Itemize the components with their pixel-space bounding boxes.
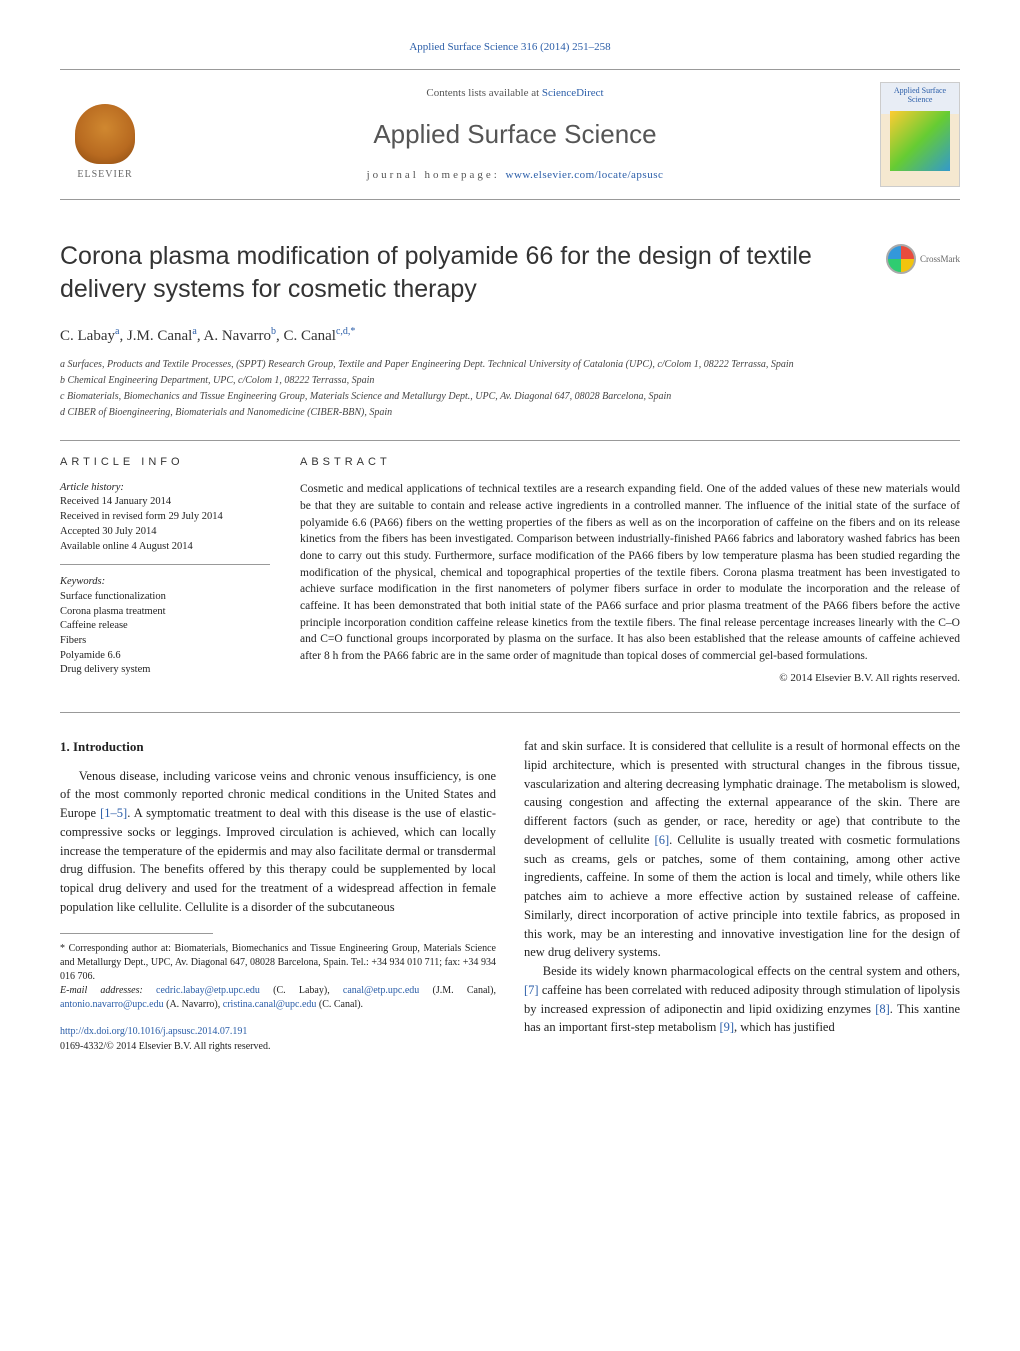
citation-link[interactable]: [8] [875,1002,890,1016]
citation-link[interactable]: [6] [655,833,670,847]
affiliation-line: b Chemical Engineering Department, UPC, … [60,373,960,388]
author: C. Labay [60,328,115,344]
cover-thumbnail-icon [890,111,950,171]
keyword-item: Polyamide 6.6 [60,649,270,664]
author-affiliation-marker: c,d,* [336,326,355,337]
section-number: 1. [60,739,70,754]
affiliation-line: a Surfaces, Products and Textile Process… [60,357,960,372]
section-title: Introduction [73,739,144,754]
author: A. Navarro [204,328,271,344]
abstract-copyright: © 2014 Elsevier B.V. All rights reserved… [300,671,960,687]
keyword-item: Drug delivery system [60,663,270,678]
body-text: fat and skin surface. It is considered t… [524,739,960,847]
sciencedirect-link[interactable]: ScienceDirect [542,87,604,99]
crossmark-badge[interactable]: CrossMark [886,244,960,274]
history-item: Available online 4 August 2014 [60,540,270,555]
doi-block: http://dx.doi.org/10.1016/j.apsusc.2014.… [60,1024,496,1054]
affiliation-line: c Biomaterials, Biomechanics and Tissue … [60,389,960,404]
email-label: E-mail addresses: [60,985,156,996]
body-text: . A symptomatic treatment to deal with t… [60,806,496,914]
keyword-item: Fibers [60,634,270,649]
keyword-item: Corona plasma treatment [60,605,270,620]
history-item: Received in revised form 29 July 2014 [60,510,270,525]
citation-link[interactable]: [9] [719,1020,734,1034]
publisher-logo: ELSEVIER [60,87,150,182]
email-link[interactable]: antonio.navarro@upc.edu [60,999,164,1010]
author: J.M. Canal [127,328,192,344]
authors-line: C. Labaya, J.M. Canala, A. Navarrob, C. … [60,325,960,347]
crossmark-label: CrossMark [920,253,960,266]
article-info-heading: article info [60,455,270,470]
doi-link[interactable]: http://dx.doi.org/10.1016/j.apsusc.2014.… [60,1026,247,1037]
body-paragraph: Venous disease, including varicose veins… [60,767,496,917]
issn-copyright: 0169-4332/© 2014 Elsevier B.V. All right… [60,1041,270,1052]
footnotes: * Corresponding author at: Biomaterials,… [60,942,496,1012]
email-link[interactable]: canal@etp.upc.edu [343,985,419,996]
citation-link[interactable]: [1–5] [100,806,127,820]
article-title: Corona plasma modification of polyamide … [60,240,960,305]
homepage-link[interactable]: www.elsevier.com/locate/apsusc [506,169,664,181]
footnote-separator [60,933,213,934]
publisher-label: ELSEVIER [77,168,132,182]
journal-name: Applied Surface Science [150,116,880,152]
author-affiliation-marker: b [271,326,276,337]
article-history-block: Article history: Received 14 January 201… [60,481,270,565]
history-item: Received 14 January 2014 [60,495,270,510]
email-link[interactable]: cristina.canal@upc.edu [223,999,317,1010]
contents-line: Contents lists available at ScienceDirec… [150,86,880,101]
article-body: 1. Introduction Venous disease, includin… [60,737,960,1054]
masthead: ELSEVIER Contents lists available at Sci… [60,69,960,200]
abstract-heading: abstract [300,455,960,471]
elsevier-tree-icon [75,104,135,164]
keywords-block: Keywords: Surface functionalizationCoron… [60,575,270,688]
keyword-item: Surface functionalization [60,590,270,605]
homepage-prefix: journal homepage: [367,169,506,181]
abstract-text: Cosmetic and medical applications of tec… [300,481,960,664]
homepage-line: journal homepage: www.elsevier.com/locat… [150,168,880,183]
body-paragraph: fat and skin surface. It is considered t… [524,737,960,962]
body-text: , which has justified [734,1020,835,1034]
history-item: Accepted 30 July 2014 [60,525,270,540]
citation-link[interactable]: [7] [524,983,539,997]
body-text: Beside its widely known pharmacological … [543,964,960,978]
affiliation-line: d CIBER of Bioengineering, Biomaterials … [60,405,960,420]
body-paragraph: Beside its widely known pharmacological … [524,962,960,1037]
contents-prefix: Contents lists available at [426,87,541,99]
author-affiliation-marker: a [115,326,119,337]
keyword-item: Caffeine release [60,619,270,634]
email-line: E-mail addresses: cedric.labay@etp.upc.e… [60,984,496,1012]
history-label: Article history: [60,481,270,496]
section-heading: 1. Introduction [60,737,496,757]
corresponding-author-note: * Corresponding author at: Biomaterials,… [60,942,496,984]
crossmark-icon [886,244,916,274]
email-link[interactable]: cedric.labay@etp.upc.edu [156,985,260,996]
keywords-label: Keywords: [60,575,270,590]
header-citation: Applied Surface Science 316 (2014) 251–2… [60,40,960,55]
author: C. Canal [283,328,336,344]
cover-title: Applied Surface Science [885,87,955,105]
body-text: . Cellulite is usually treated with cosm… [524,833,960,960]
journal-cover: Applied Surface Science [880,82,960,187]
affiliations: a Surfaces, Products and Textile Process… [60,357,960,420]
author-affiliation-marker: a [192,326,196,337]
